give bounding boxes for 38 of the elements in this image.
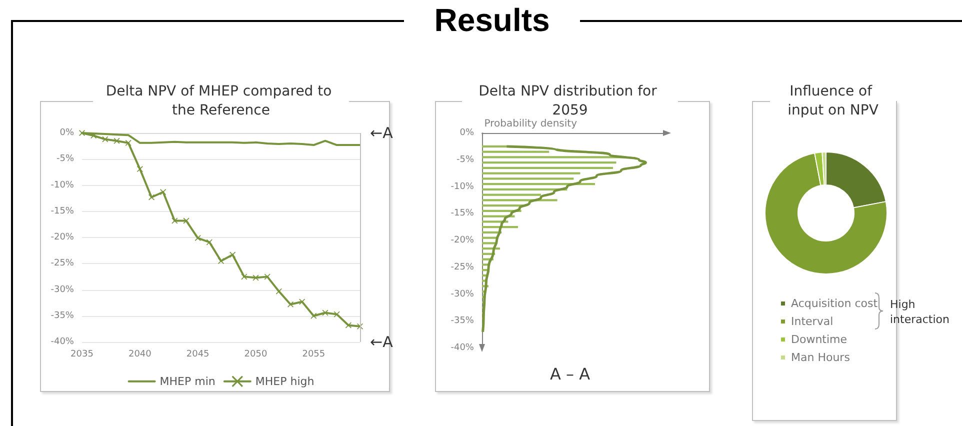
y-tick-label: -35% (450, 316, 474, 326)
x-tick-label: 2035 (70, 350, 94, 360)
x-tick-label: 2045 (186, 350, 210, 360)
y-tick-label: -15% (450, 208, 474, 219)
text: Results (434, 2, 550, 38)
chart-title: Delta NPV of MHEP compared to the Reference (106, 84, 336, 118)
y-tick-label: -20% (450, 236, 474, 246)
annotation: ←A (370, 333, 394, 351)
y-tick-label: -5% (56, 154, 74, 164)
text: A – A (550, 364, 590, 384)
y-tick-label: -35% (50, 310, 74, 321)
y-tick-label: -10% (450, 182, 474, 192)
chart-title: Influence of input on NPV (788, 84, 879, 118)
legend-label: Man Hours (791, 351, 850, 364)
y-tick-label: -10% (50, 180, 74, 190)
y-tick-label: -40% (50, 337, 74, 347)
x-axis-title: Probability density (484, 118, 578, 130)
legend-label: Interval (791, 315, 834, 328)
chart-title: Delta NPV distribution for 2059 (478, 84, 662, 118)
y-tick-label: -40% (450, 343, 474, 353)
legend-label: MHEP min (160, 374, 216, 388)
x-tick-label: 2040 (128, 350, 152, 360)
y-tick-label: 0% (60, 128, 74, 138)
legend-label: Acquisition cost (791, 297, 878, 310)
annotation: ←A (370, 124, 394, 142)
text: High interaction (890, 298, 950, 326)
legend-label: MHEP high (255, 374, 314, 388)
y-tick-label: -15% (50, 206, 74, 216)
y-tick-label: 0% (460, 128, 474, 138)
x-tick-label: 2050 (244, 350, 268, 360)
y-tick-label: -25% (450, 262, 474, 272)
y-tick-label: -30% (50, 284, 74, 295)
legend-label: Downtime (791, 333, 848, 346)
y-tick-label: -30% (450, 289, 474, 300)
y-tick-label: -20% (50, 232, 74, 242)
y-tick-label: -5% (456, 154, 474, 165)
x-tick-label: 2055 (302, 350, 326, 360)
y-tick-label: -25% (50, 258, 74, 269)
